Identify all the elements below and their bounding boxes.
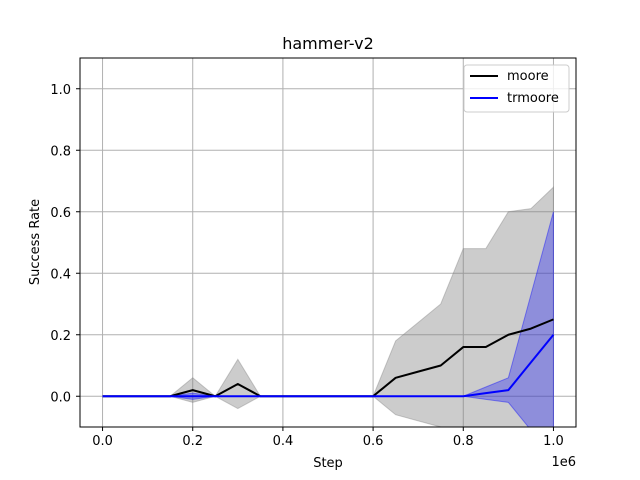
series-line-trmoore — [102, 334, 555, 398]
band-moore — [102, 185, 554, 427]
y-tick-label: 0.4 — [50, 267, 71, 282]
series-lines — [102, 318, 555, 398]
y-tick-label: 0.8 — [50, 144, 71, 159]
y-tick-label: 0.2 — [50, 329, 71, 344]
x-axis-offset-label: 1e6 — [551, 455, 576, 470]
grid-lines — [80, 58, 576, 427]
x-axis-label: Step — [313, 456, 343, 471]
x-tick-label: 0.2 — [182, 434, 203, 449]
x-tick-label: 0.8 — [453, 434, 474, 449]
plot-frame — [79, 57, 577, 428]
legend: moore trmoore — [463, 64, 570, 113]
x-tick-label: 1.0 — [543, 434, 564, 449]
x-axis-ticks: 0.0 0.2 0.4 0.6 0.8 1.0 — [92, 427, 564, 449]
y-axis-label: Success Rate — [28, 199, 43, 285]
y-tick-label: 0.6 — [50, 206, 71, 221]
y-axis-ticks: 0.0 0.2 0.4 0.6 0.8 1.0 — [50, 83, 80, 405]
x-tick-label: 0.0 — [92, 434, 113, 449]
legend-label-trmoore: trmoore — [507, 91, 559, 106]
chart-title: hammer-v2 — [282, 34, 374, 53]
x-tick-label: 0.4 — [273, 434, 294, 449]
plot-area — [79, 57, 577, 428]
legend-label-moore: moore — [507, 69, 549, 84]
x-tick-label: 0.6 — [363, 434, 384, 449]
y-tick-label: 0.0 — [50, 390, 71, 405]
y-tick-label: 1.0 — [50, 83, 71, 98]
